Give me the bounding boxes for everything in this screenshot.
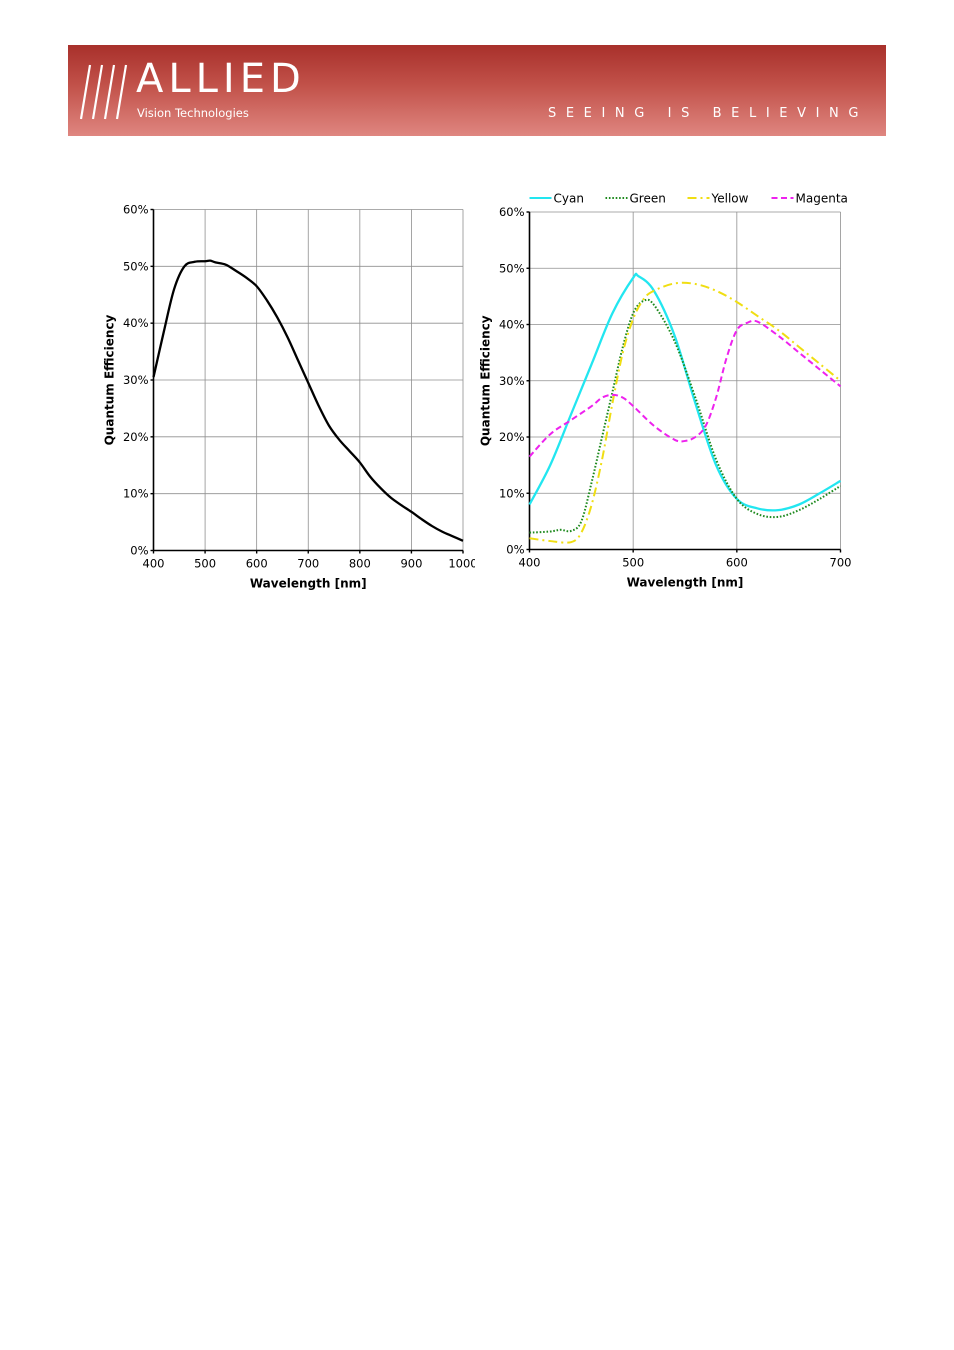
legend-label: Magenta — [796, 192, 848, 206]
mono-qe-chart: 0% 10% 20% 30% 40% 50% 60% 400 500 600 700 800 900 10… — [103, 203, 476, 591]
x-tick-label: 600 — [726, 556, 748, 570]
y-tick-label: 20% — [499, 430, 525, 444]
y-tick-label: 10% — [123, 487, 149, 501]
y-axis-label: Quantum Efficiency — [103, 314, 117, 445]
y-tick-label: 40% — [123, 316, 149, 330]
logo-subtext: Vision Technologies — [137, 106, 249, 120]
x-tick-label: 800 — [349, 557, 371, 571]
x-tick-label: 500 — [194, 557, 216, 571]
y-tick-label: 40% — [499, 318, 525, 332]
y-tick-label: 10% — [499, 486, 525, 500]
x-axis-label: Wavelength [nm] — [627, 576, 744, 590]
header-banner: ALLIED Vision Technologies SEEING IS BEL… — [68, 45, 886, 136]
x-tick-label: 900 — [400, 557, 422, 571]
series-line-cyan — [528, 272, 842, 512]
y-tick-label: 60% — [499, 205, 525, 219]
x-tick-label: 700 — [830, 556, 852, 570]
x-tick-label: 500 — [622, 556, 644, 570]
x-tick-label: 1000 — [448, 557, 475, 571]
tagline: SEEING IS BELIEVING — [547, 106, 868, 121]
series-line-green — [529, 298, 842, 534]
x-tick-label: 400 — [143, 557, 165, 571]
series-line-yellow — [529, 281, 842, 544]
y-tick-label: 60% — [123, 203, 149, 217]
series-line-magenta — [528, 319, 842, 458]
y-tick-label: 30% — [123, 373, 149, 387]
legend-label: Yellow — [711, 192, 749, 206]
legend-label: Cyan — [554, 192, 584, 206]
logo-slashes-icon — [80, 64, 128, 120]
color-qe-chart: 0% 10% 20% 30% 40% 50% 60% 400 500 600 700 Waveleng… — [479, 192, 852, 590]
x-tick-label: 400 — [519, 556, 541, 570]
x-tick-label: 700 — [297, 557, 319, 571]
y-tick-label: 50% — [499, 261, 525, 275]
y-tick-label: 30% — [499, 374, 525, 388]
y-tick-label: 50% — [123, 259, 149, 273]
y-tick-label: 0% — [506, 543, 524, 557]
x-tick-label: 600 — [246, 557, 268, 571]
x-axis-label: Wavelength [nm] — [250, 577, 367, 591]
logo-wordmark: ALLIED — [136, 56, 306, 102]
y-tick-label: 0% — [130, 544, 148, 558]
y-tick-label: 20% — [123, 430, 149, 444]
series-line-qe — [152, 259, 464, 542]
y-axis-label: Quantum Efficiency — [479, 315, 493, 446]
legend-label: Green — [630, 192, 666, 206]
